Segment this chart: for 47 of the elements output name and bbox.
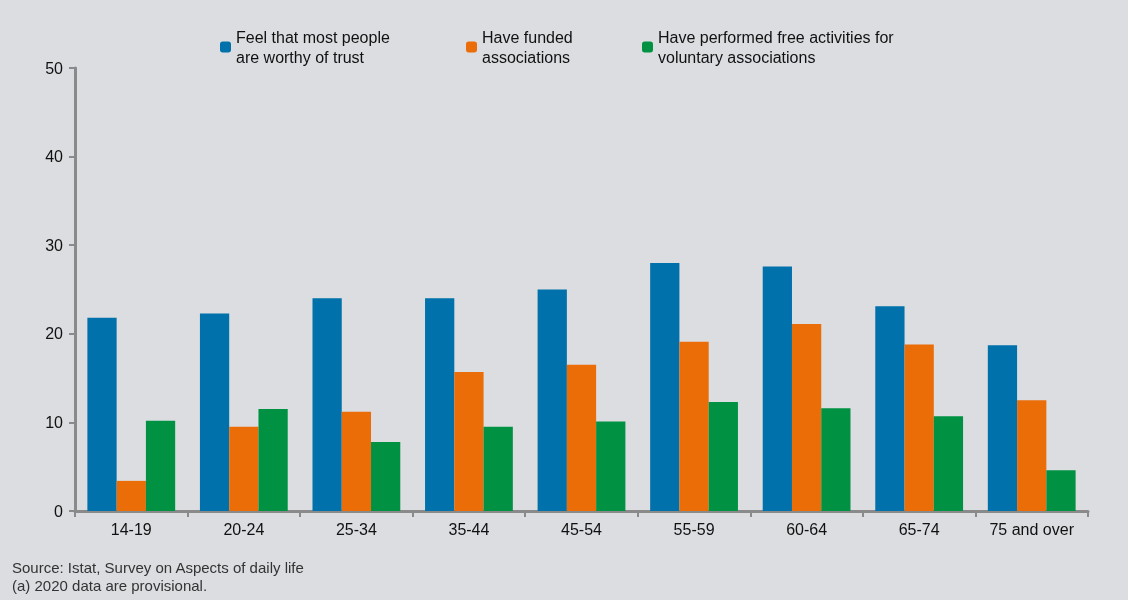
bar [87, 317, 117, 511]
bar [454, 371, 484, 511]
bar [791, 324, 822, 511]
bar [371, 441, 401, 511]
y-tick-label: 40 [45, 148, 64, 166]
x-tick-label: 55-59 [673, 520, 715, 538]
x-tick-label: 65-74 [898, 520, 940, 538]
y-tick-label: 50 [45, 59, 64, 77]
bar [708, 402, 738, 511]
x-tick-label: 45-54 [561, 520, 603, 538]
bar [312, 298, 342, 511]
bar [199, 313, 230, 511]
bar [258, 409, 288, 511]
bar [229, 426, 259, 511]
bar [1017, 400, 1047, 511]
y-tick-label: 30 [45, 236, 64, 254]
x-tick-label: 35-44 [448, 520, 490, 538]
bar [650, 262, 680, 511]
text: (a) 2020 data are provisional. [12, 577, 208, 594]
x-tick-label: 20-24 [223, 520, 265, 538]
y-tick-label: 10 [45, 413, 64, 431]
bar [904, 344, 934, 511]
source-note: Source: Istat, Survey on Aspects of daily life [12, 559, 304, 576]
x-tick-label: 75 and over [989, 520, 1075, 538]
bar [483, 426, 513, 511]
bar [1046, 470, 1076, 511]
x-tick-label: 25-34 [335, 520, 377, 538]
bar [596, 421, 626, 511]
bar [679, 341, 709, 511]
legend-label: Have funded associations [482, 28, 578, 66]
bar [341, 411, 372, 511]
bar [566, 364, 597, 511]
x-tick-label: 14-19 [110, 520, 152, 538]
bar [537, 289, 567, 511]
bar [987, 345, 1018, 511]
bar [116, 480, 146, 511]
bar [145, 420, 176, 511]
bar [425, 298, 455, 511]
legend-label: Have performed free activities for voluntary associations [658, 28, 899, 66]
bar [875, 306, 905, 511]
x-tick-label: 60-64 [786, 520, 828, 538]
bar [933, 416, 964, 511]
legend-label: Feel that most people are worthy of trust [236, 28, 395, 66]
y-tick-label: 0 [54, 502, 64, 520]
bar [821, 408, 851, 511]
bar [762, 266, 792, 511]
y-tick-label: 20 [45, 325, 64, 343]
